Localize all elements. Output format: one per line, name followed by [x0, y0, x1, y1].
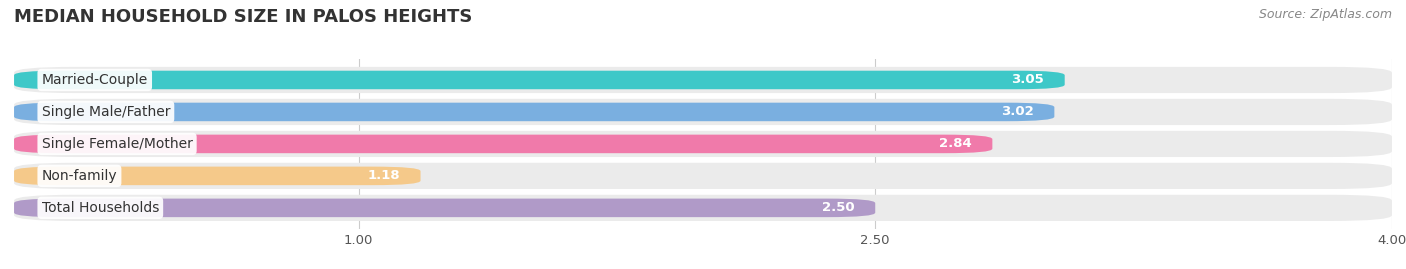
FancyBboxPatch shape: [14, 135, 993, 153]
Text: MEDIAN HOUSEHOLD SIZE IN PALOS HEIGHTS: MEDIAN HOUSEHOLD SIZE IN PALOS HEIGHTS: [14, 8, 472, 26]
FancyBboxPatch shape: [14, 199, 875, 217]
FancyBboxPatch shape: [14, 195, 1392, 221]
Text: 3.05: 3.05: [1011, 73, 1045, 86]
Text: 1.18: 1.18: [367, 169, 399, 182]
FancyBboxPatch shape: [14, 71, 1064, 89]
Text: Non-family: Non-family: [42, 169, 117, 183]
Text: Single Female/Mother: Single Female/Mother: [42, 137, 193, 151]
Text: Single Male/Father: Single Male/Father: [42, 105, 170, 119]
Text: Married-Couple: Married-Couple: [42, 73, 148, 87]
Text: 2.84: 2.84: [939, 137, 972, 150]
FancyBboxPatch shape: [14, 103, 1054, 121]
FancyBboxPatch shape: [14, 167, 420, 185]
FancyBboxPatch shape: [14, 131, 1392, 157]
FancyBboxPatch shape: [14, 67, 1392, 93]
Text: Total Households: Total Households: [42, 201, 159, 215]
Text: Source: ZipAtlas.com: Source: ZipAtlas.com: [1258, 8, 1392, 21]
Text: 2.50: 2.50: [823, 201, 855, 214]
Text: 3.02: 3.02: [1001, 105, 1033, 118]
FancyBboxPatch shape: [14, 99, 1392, 125]
FancyBboxPatch shape: [14, 163, 1392, 189]
